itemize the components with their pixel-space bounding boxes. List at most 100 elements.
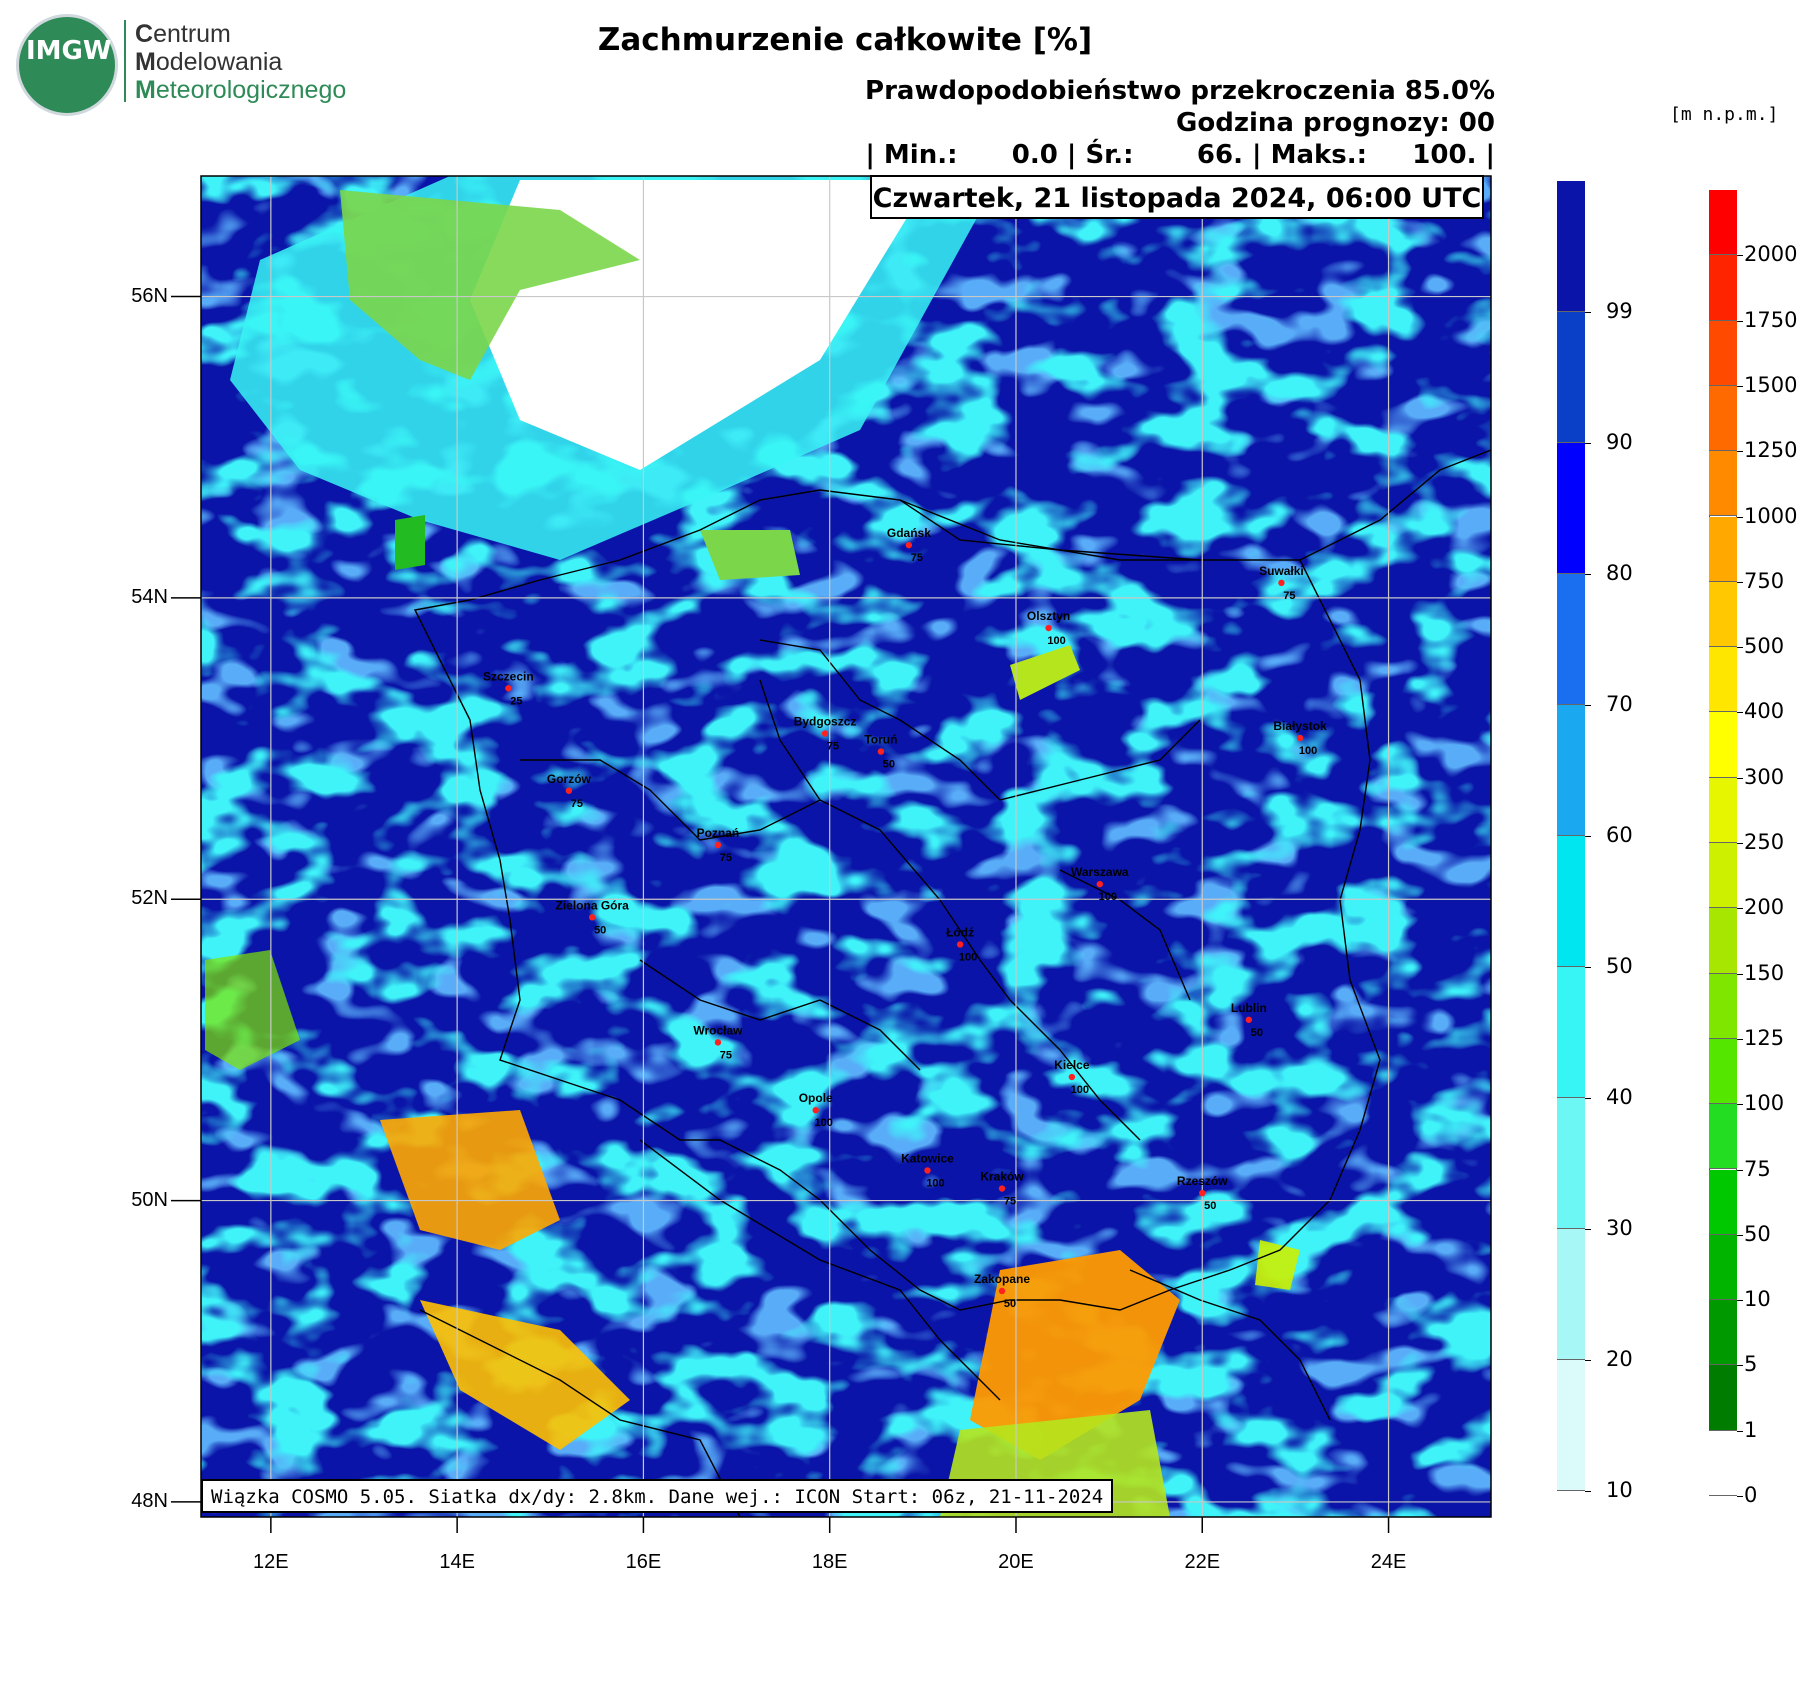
logo-separator xyxy=(124,20,126,102)
colorbar-label: 1500 xyxy=(1744,372,1798,397)
colorbar-label: 500 xyxy=(1744,634,1785,659)
colorbar-label: 90 xyxy=(1606,430,1633,454)
city-name: Opole xyxy=(799,1091,833,1105)
city-dot xyxy=(1278,579,1285,587)
colorbar-tick xyxy=(1737,777,1743,779)
city-name: Olsztyn xyxy=(1027,609,1070,623)
colorbar-swatch xyxy=(1557,312,1585,443)
colorbar-label: 50 xyxy=(1744,1221,1771,1246)
city-value: 50 xyxy=(883,759,895,771)
colorbar-swatch xyxy=(1709,1104,1737,1170)
colorbar-swatch xyxy=(1709,1430,1737,1496)
city-dot xyxy=(1068,1073,1076,1081)
city-value: 50 xyxy=(1251,1027,1263,1039)
lon-tick-label: 24E xyxy=(1370,1551,1407,1573)
colorbar-label: 200 xyxy=(1744,895,1785,920)
city-name: Zakopane xyxy=(974,1272,1030,1286)
city-value: 75 xyxy=(911,552,923,564)
colorbar-swatch xyxy=(1557,1360,1585,1491)
city-name: Suwałki xyxy=(1259,564,1304,578)
colorbar-tick xyxy=(1737,1104,1743,1106)
colorbar-tick xyxy=(1737,581,1743,583)
colorbar-tick xyxy=(1737,1496,1743,1497)
colorbar-label: 5 xyxy=(1744,1352,1758,1377)
city-name: Wrocław xyxy=(693,1023,743,1037)
map-field xyxy=(201,176,1491,1517)
city-name: Katowice xyxy=(901,1151,954,1165)
colorbar-label: 150 xyxy=(1744,960,1785,985)
colorbar-tick xyxy=(1585,705,1591,706)
forecast-date-box: Czwartek, 21 listopada 2024, 06:00 UTC xyxy=(870,175,1484,219)
logo-text-1: entrum xyxy=(153,20,231,48)
city-dot xyxy=(998,1185,1006,1192)
colorbar-swatch xyxy=(1709,712,1737,778)
colorbar-swatch xyxy=(1709,843,1737,909)
colorbar-label: 40 xyxy=(1606,1085,1633,1109)
terrain-patch-north xyxy=(340,190,640,380)
colorbar-swatch xyxy=(1557,705,1585,836)
colorbar-tick xyxy=(1737,385,1743,387)
city-dot xyxy=(588,914,596,921)
colorbar-swatch xyxy=(1709,1234,1737,1301)
city-name: Lublin xyxy=(1231,1001,1267,1015)
city-dot xyxy=(812,1106,819,1114)
city-value: 100 xyxy=(1071,1084,1089,1096)
colorbar-swatch xyxy=(1709,1365,1737,1431)
city-name: Gorzów xyxy=(547,772,592,786)
logo-initial-3: M xyxy=(135,76,156,104)
colorbar-swatch xyxy=(1557,1098,1585,1229)
lat-tick-label: 48N xyxy=(131,1489,168,1512)
colorbar-label: 75 xyxy=(1744,1156,1771,1181)
city-dot xyxy=(1199,1189,1206,1197)
colorbar-tick xyxy=(1585,1491,1591,1492)
city-value: 50 xyxy=(594,924,606,936)
logo-text-2: odelowania xyxy=(155,48,283,76)
city-name: Kielce xyxy=(1054,1058,1090,1072)
colorbar-swatch xyxy=(1557,181,1585,312)
city-name: Białystok xyxy=(1273,719,1327,733)
stats-label: | Min.: 0.0 | Śr.: 66. | Maks.: 100. | xyxy=(865,140,1495,170)
colorbar-tick xyxy=(1737,516,1743,518)
city-dot xyxy=(1245,1016,1253,1023)
city-name: Zielona Góra xyxy=(556,898,630,912)
colorbar-swatch xyxy=(1709,973,1737,1039)
imgw-seal-logo xyxy=(16,14,118,116)
colorbar-tick xyxy=(1737,712,1743,714)
seal-text: IMGW xyxy=(26,36,112,66)
colorbar-label: 80 xyxy=(1606,561,1633,585)
city-name: Bydgoszcz xyxy=(794,714,857,728)
colorbar-tick xyxy=(1585,443,1591,444)
colorbar-swatch xyxy=(1709,1169,1737,1235)
colorbar-label: 10 xyxy=(1606,1478,1633,1502)
city-name: Szczecin xyxy=(483,669,534,683)
colorbar-label: 70 xyxy=(1606,692,1633,716)
colorbar-tick xyxy=(1737,1234,1743,1236)
city-dot xyxy=(924,1167,931,1174)
lat-tick-label: 56N xyxy=(131,284,168,307)
terrain-patch-tatra xyxy=(970,1250,1180,1460)
city-name: Rzeszów xyxy=(1177,1174,1228,1188)
city-value: 75 xyxy=(720,852,732,864)
city-dot xyxy=(565,787,573,794)
city-name: Poznań xyxy=(697,826,740,840)
terrain-patch-coast xyxy=(395,515,425,570)
colorbar-swatch xyxy=(1557,443,1585,574)
colorbar-label: 30 xyxy=(1606,1216,1633,1240)
city-dot xyxy=(956,941,964,948)
city-dot xyxy=(1045,624,1052,632)
city-markers: Gdańsk 75 Suwałki 75 Olsztyn 100 Szczecin 25 Byd… xyxy=(483,526,1327,1310)
colorbar-swatch xyxy=(1709,908,1737,974)
colorbar-tick xyxy=(1585,574,1591,575)
terrain-patch-sudetes xyxy=(380,1110,560,1250)
colorbar-label: 20 xyxy=(1606,1347,1633,1371)
city-name: Gdańsk xyxy=(887,526,931,540)
colorbar-label: 1 xyxy=(1744,1417,1758,1442)
terrain-units-label: [m n.p.m.] xyxy=(1670,104,1779,125)
colorbar-swatch xyxy=(1557,836,1585,967)
map-title: Zachmurzenie całkowite [%] xyxy=(597,22,1093,58)
boundary-lines xyxy=(413,449,1491,1517)
colorbar-label: 99 xyxy=(1606,299,1633,323)
city-dot xyxy=(714,1039,722,1046)
city-value: 25 xyxy=(510,695,522,707)
